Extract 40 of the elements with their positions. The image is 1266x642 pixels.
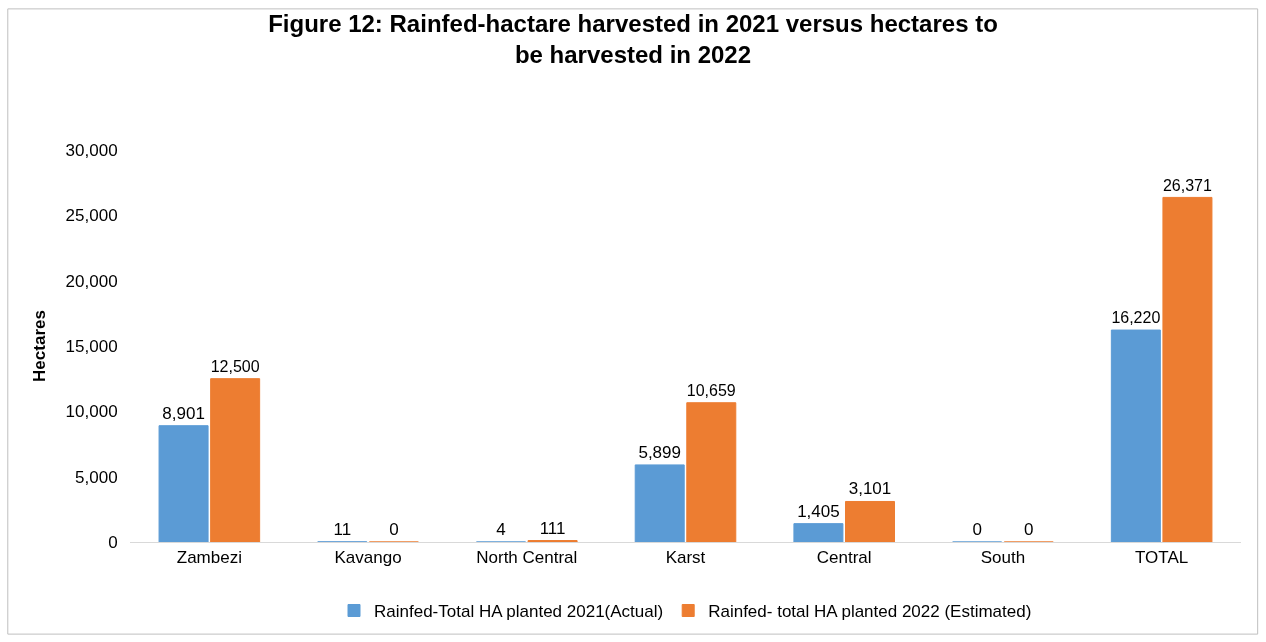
data-label: 11 — [333, 519, 352, 539]
data-label: 1,405 — [797, 501, 840, 521]
data-label: 10,659 — [686, 381, 736, 399]
data-label: 3,101 — [848, 479, 892, 499]
data-label: 26,371 — [1162, 175, 1213, 194]
data-label: 0 — [1023, 520, 1034, 539]
data-label: 4 — [496, 519, 506, 539]
legend-label: Rainfed-Total HA planted 2021(Actual) — [374, 602, 664, 622]
data-label: 0 — [389, 520, 399, 539]
bar — [686, 402, 737, 542]
legend-label: Rainfed- total HA planted 2022 (Estimated) — [708, 602, 1032, 622]
x-tick-label: Kavango — [334, 548, 402, 568]
x-tick-label: Zambezi — [176, 548, 242, 568]
bar — [845, 500, 896, 542]
bar — [793, 523, 844, 542]
y-tick-label: 15,000 — [65, 336, 118, 356]
data-label: 0 — [972, 520, 982, 539]
bar — [634, 464, 685, 542]
data-label: 12,500 — [210, 357, 260, 375]
bar — [210, 378, 261, 542]
x-tick-label: North Central — [476, 548, 578, 568]
data-label: 5,899 — [638, 442, 681, 462]
bar — [1110, 329, 1161, 542]
x-tick-label: South — [980, 548, 1026, 568]
y-tick-label: 20,000 — [65, 271, 118, 291]
data-label: 16,220 — [1111, 309, 1161, 327]
x-tick-label: TOTAL — [1135, 548, 1189, 568]
data-label: 111 — [539, 518, 566, 538]
chart-title: Figure 12: Rainfed-hactare harvested in 2021 versus hectares to be harvested in 2022 — [268, 10, 998, 69]
y-axis-title: Hectares — [30, 310, 50, 382]
y-tick-label: 0 — [108, 532, 118, 552]
data-label: 8,901 — [162, 403, 205, 423]
y-tick-label: 30,000 — [65, 140, 118, 160]
y-tick-label: 10,000 — [65, 402, 118, 422]
y-tick-label: 25,000 — [65, 206, 118, 226]
x-tick-label: Karst — [665, 548, 706, 568]
x-tick-label: Central — [816, 548, 872, 568]
bar — [1162, 196, 1213, 542]
y-tick-label: 5,000 — [75, 467, 118, 487]
bar — [158, 425, 209, 542]
